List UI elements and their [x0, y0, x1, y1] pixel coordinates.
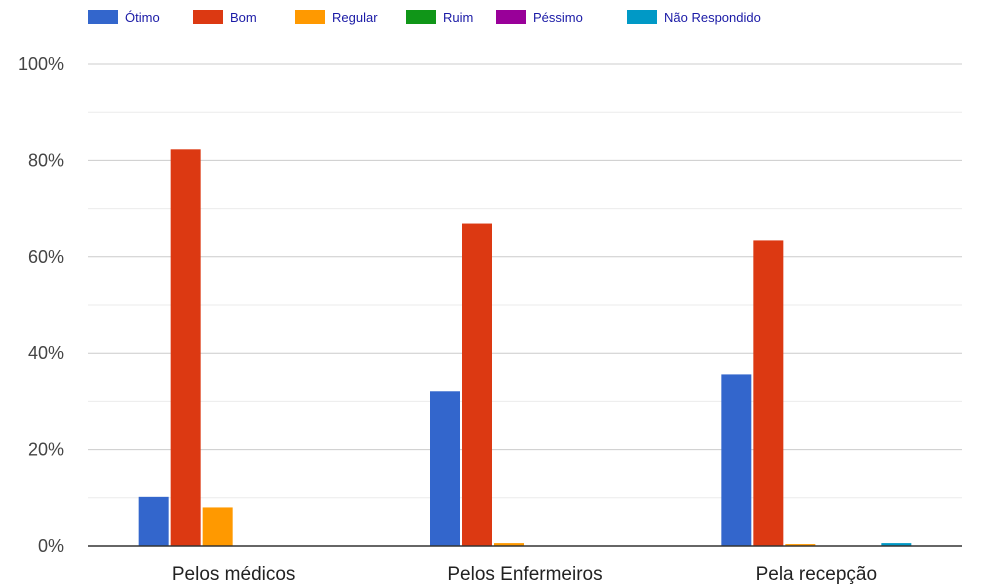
bar[interactable] [494, 543, 524, 546]
y-tick-label: 40% [28, 343, 64, 363]
bar[interactable] [138, 496, 169, 546]
bar[interactable] [462, 223, 492, 547]
legend-swatch [295, 10, 325, 24]
legend-label: Bom [230, 10, 257, 25]
legend-swatch [88, 10, 118, 24]
legend-swatch [496, 10, 526, 24]
x-axis-categories: Pelos médicos Pelos Enfermeiros Pela recep… [172, 564, 877, 585]
bar[interactable] [881, 543, 912, 546]
legend-item[interactable]: Não Respondido [627, 10, 761, 25]
y-tick-label: 0% [38, 536, 64, 556]
bar[interactable] [202, 507, 233, 546]
x-category-label: Pelos Enfermeiros [447, 564, 602, 585]
legend-label: Ruim [443, 10, 473, 25]
y-tick-label: 80% [28, 150, 64, 170]
y-tick-label: 60% [28, 247, 64, 267]
bar[interactable] [785, 544, 816, 546]
legend-label: Regular [332, 10, 378, 25]
legend-swatch [193, 10, 223, 24]
legend-item[interactable]: Péssimo [496, 10, 583, 25]
legend-swatch [406, 10, 436, 24]
y-axis-ticks: 0% 20% 40% 60% 80% 100% [18, 54, 64, 556]
bar[interactable] [170, 149, 201, 546]
legend-item[interactable]: Regular [295, 10, 378, 25]
legend-item[interactable]: Ótimo [88, 10, 160, 25]
y-tick-label: 20% [28, 440, 64, 460]
legend-item[interactable]: Ruim [406, 10, 473, 25]
grid-lines [88, 63, 962, 499]
bar[interactable] [430, 391, 460, 546]
legend-label: Péssimo [533, 10, 583, 25]
bar[interactable] [721, 374, 752, 546]
legend[interactable]: Ótimo Bom Regular Ruim Péssimo Não Respondido [88, 10, 761, 25]
x-category-label: Pela recepção [756, 564, 877, 585]
x-category-label: Pelos médicos [172, 564, 296, 585]
bar[interactable] [753, 240, 784, 547]
legend-label: Não Respondido [664, 10, 761, 25]
legend-label: Ótimo [125, 10, 160, 25]
y-tick-label: 100% [18, 54, 64, 74]
legend-item[interactable]: Bom [193, 10, 257, 25]
legend-swatch [627, 10, 657, 24]
bars [138, 149, 912, 547]
